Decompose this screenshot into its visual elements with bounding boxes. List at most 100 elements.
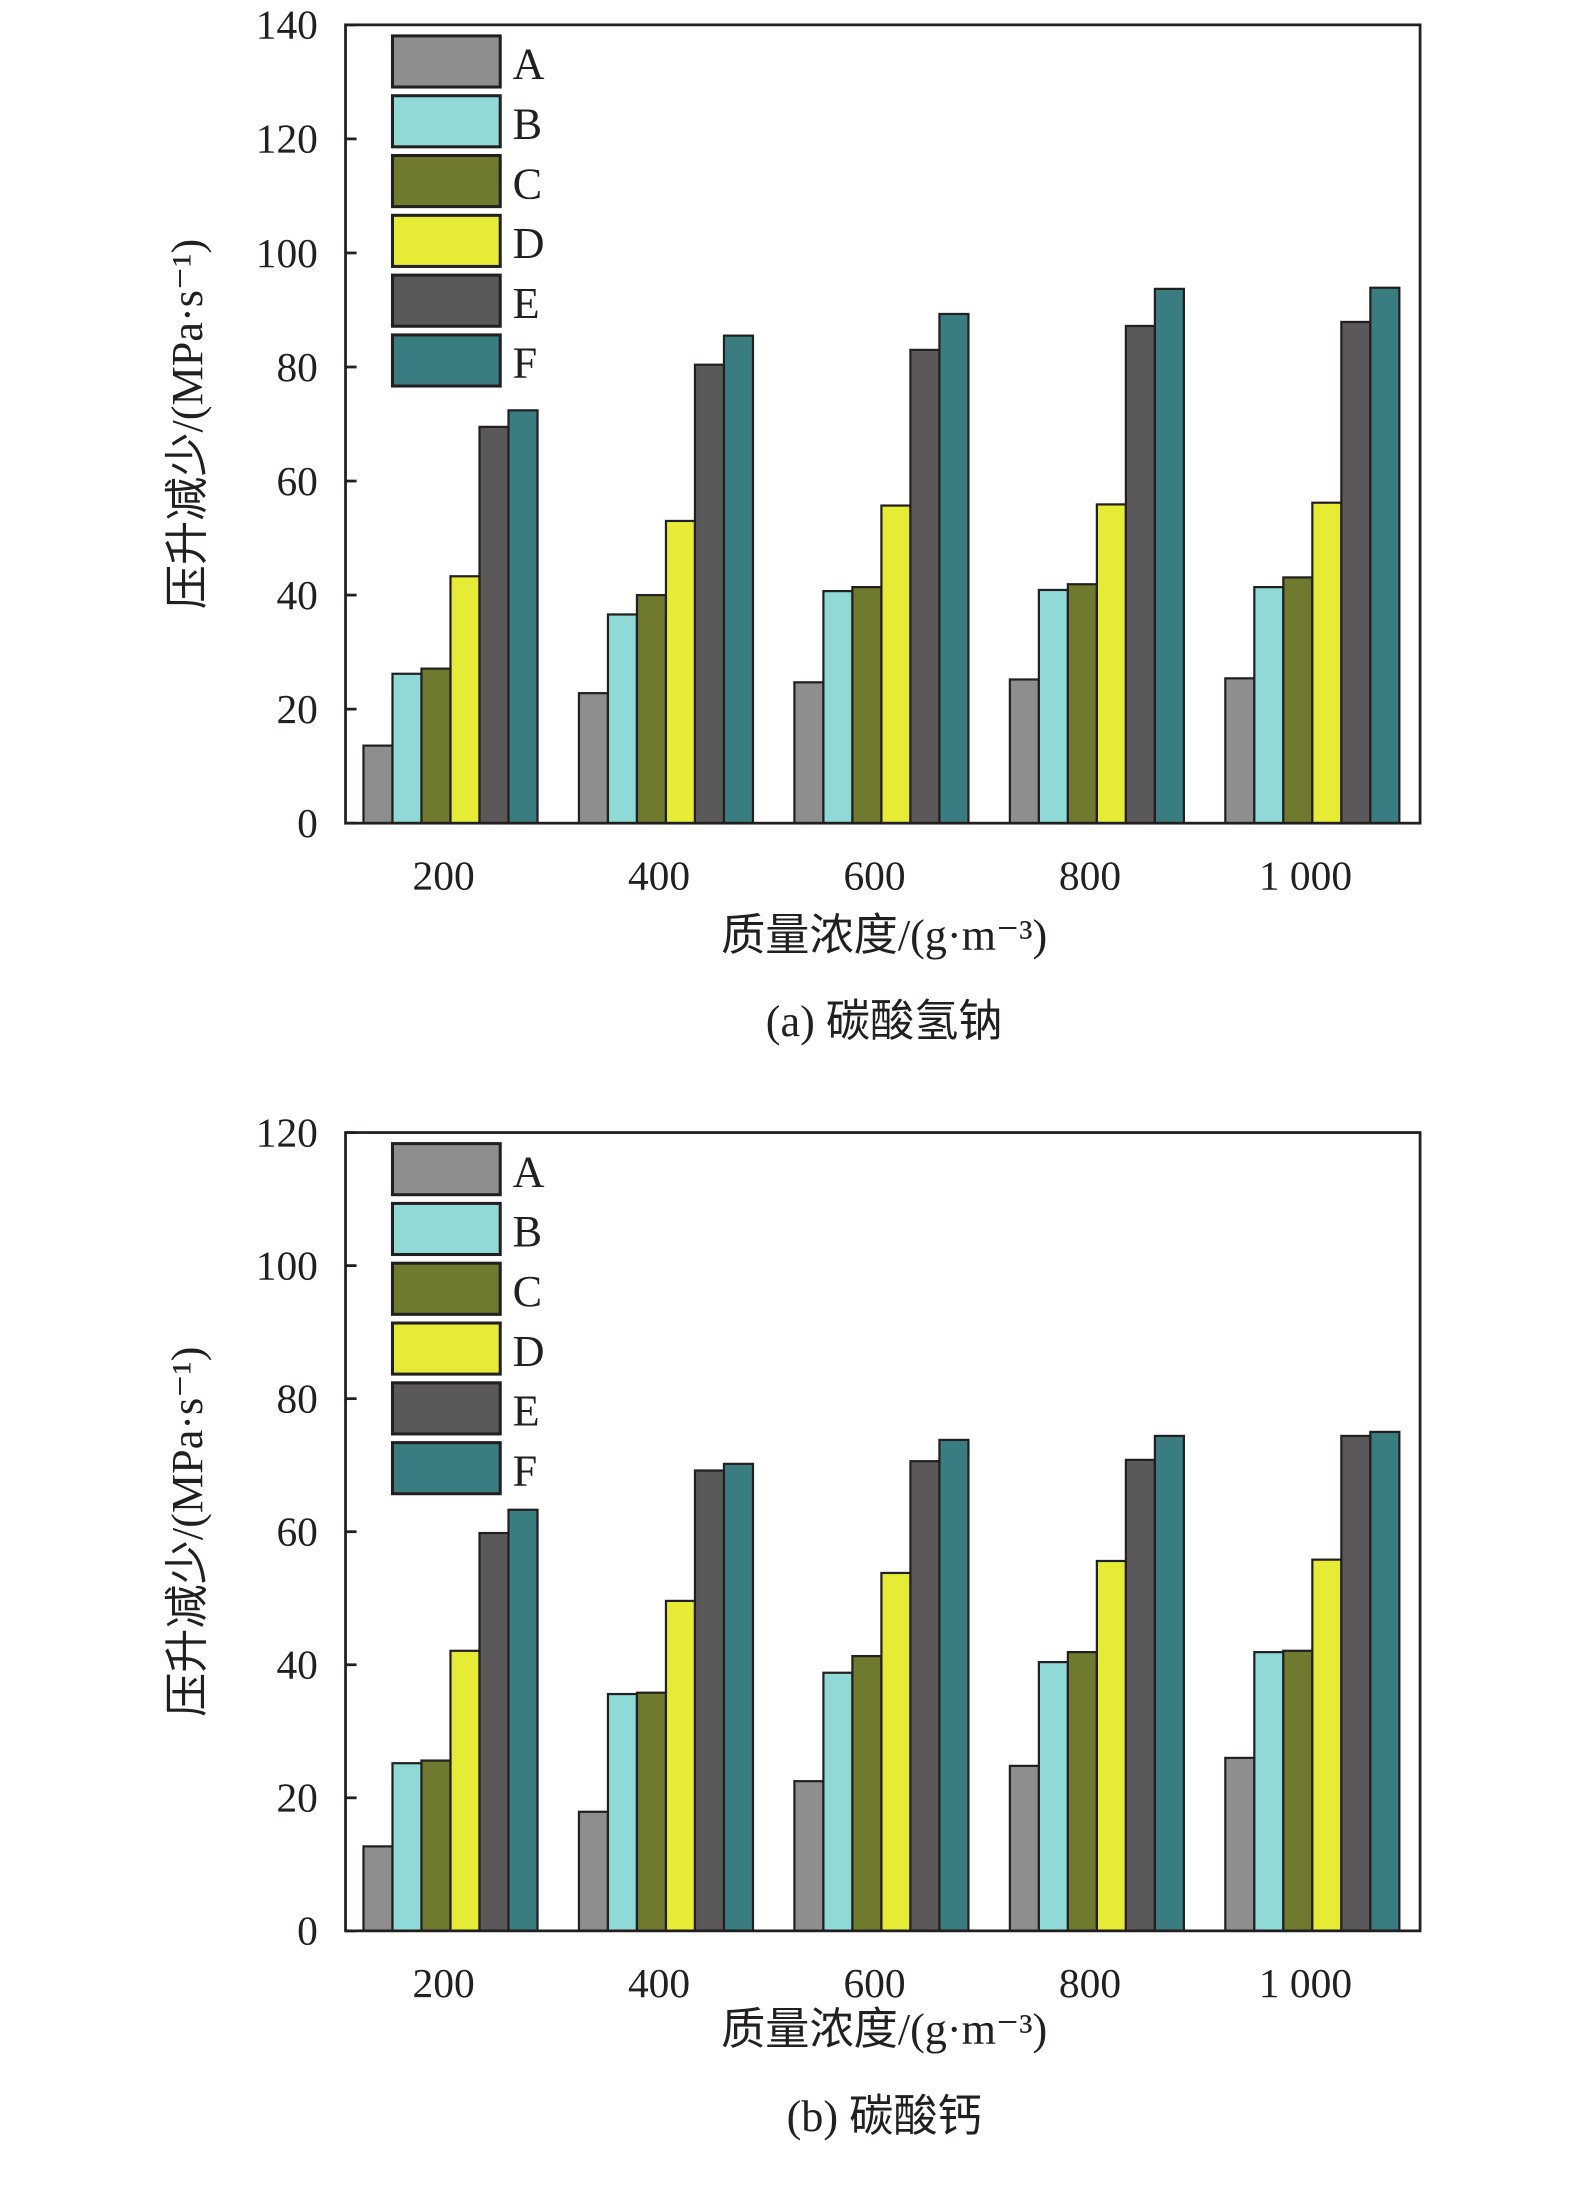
bar-B-200: [391, 672, 423, 825]
bar-D-800: [1095, 503, 1127, 825]
legend-label-B: B: [513, 1207, 542, 1256]
bar-A-400: [577, 692, 610, 825]
legend-label-E: E: [513, 1387, 540, 1436]
bar-E-400: [693, 363, 726, 825]
bar-C-800: [1066, 1651, 1098, 1932]
legend-swatch-C: [390, 1261, 502, 1316]
bar-E-1000: [1340, 320, 1372, 825]
bar-E-200: [478, 1531, 510, 1932]
chart-a: 0 20 40 60 80 100 120 140 200 400 600 800 1 000 质量浓度/…: [163, 2, 1422, 1046]
bar-E-600: [909, 348, 941, 825]
x-tick-label: 1 000: [1259, 1960, 1352, 2006]
bar-C-1000: [1282, 1649, 1314, 1932]
y-axis-title: 压升减少/(MPa·s⁻¹): [163, 239, 212, 609]
legend-swatch-B: [390, 1201, 502, 1257]
bar-B-800: [1037, 1660, 1069, 1932]
legend-swatch-F: [390, 1441, 502, 1496]
bar-E-1000: [1340, 1434, 1372, 1932]
x-tick-label: 1 000: [1259, 852, 1352, 898]
legend-swatch-A: [390, 1142, 502, 1197]
x-tick-label: 800: [1059, 1960, 1121, 2006]
bar-F-1000: [1369, 286, 1401, 825]
legend-label-F: F: [513, 339, 538, 388]
bar-A-800: [1008, 678, 1040, 825]
bar-C-400: [635, 1691, 668, 1932]
bar-A-200: [362, 1845, 394, 1932]
bar-E-800: [1124, 1458, 1156, 1932]
y-tick-label: 120: [256, 116, 318, 162]
bar-B-800: [1037, 588, 1069, 825]
bar-A-1000: [1224, 1756, 1256, 1932]
x-tick-label: 600: [843, 1960, 905, 2006]
bar-B-200: [391, 1762, 423, 1932]
x-tick-label: 200: [413, 1960, 475, 2006]
bar-E-200: [478, 425, 510, 825]
bar-D-600: [880, 1571, 912, 1932]
y-tick-label: 80: [276, 344, 317, 390]
legend-label-E: E: [513, 279, 540, 328]
y-axis-title: 压升减少/(MPa·s⁻¹): [163, 1346, 212, 1716]
legend-label-D: D: [513, 1327, 545, 1376]
bar-C-800: [1066, 583, 1098, 825]
legend-swatch-C: [390, 153, 502, 209]
bar-A-600: [793, 1780, 825, 1932]
bar-F-400: [722, 1462, 755, 1932]
x-tick-label: 200: [413, 852, 475, 898]
x-tick-label: 400: [628, 1960, 690, 2006]
y-tick-label: 60: [276, 458, 317, 504]
bar-D-200: [449, 575, 481, 825]
bar-D-600: [880, 504, 912, 825]
legend-swatch-D: [390, 1321, 502, 1376]
bar-D-1000: [1311, 501, 1343, 825]
bar-C-200: [420, 1759, 452, 1932]
x-tick-label: 400: [628, 852, 690, 898]
bar-F-800: [1153, 1434, 1185, 1932]
legend-swatch-E: [390, 273, 502, 328]
x-tick-label: 600: [843, 852, 905, 898]
legend-label-A: A: [513, 40, 545, 89]
legend-swatch-E: [390, 1381, 502, 1436]
y-tick-label: 100: [256, 230, 318, 276]
x-axis-title: 质量浓度/(g·m⁻³): [721, 2005, 1047, 2054]
plot-frame: [344, 23, 1422, 825]
bar-A-1000: [1224, 677, 1256, 825]
bar-B-600: [822, 589, 854, 825]
bar-D-200: [449, 1649, 481, 1932]
legend-label-D: D: [513, 219, 545, 268]
y-tick-label: 40: [276, 572, 317, 618]
legend-label-C: C: [513, 159, 542, 208]
bar-E-400: [693, 1469, 726, 1932]
y-tick-label: 60: [276, 1509, 317, 1555]
bar-D-400: [664, 519, 697, 825]
bar-E-600: [909, 1460, 941, 1932]
bar-F-400: [722, 334, 755, 825]
legend-label-C: C: [513, 1267, 542, 1316]
bar-B-400: [606, 613, 639, 825]
bar-D-1000: [1311, 1558, 1343, 1932]
caption: (b) 碳酸钙: [787, 2092, 982, 2141]
bar-C-400: [635, 593, 668, 825]
legend-label-B: B: [513, 100, 542, 149]
bar-F-600: [938, 1438, 970, 1932]
chart-b: 0 20 40 60 80 100 120 200 400 600 800 1 000 质量浓度/(g·…: [163, 1109, 1422, 2141]
bar-F-200: [507, 1508, 539, 1932]
bar-F-1000: [1369, 1430, 1401, 1932]
legend-swatch-A: [390, 34, 502, 89]
legend-swatch-B: [390, 94, 502, 149]
legend-swatch-F: [390, 333, 502, 388]
y-tick-label: 20: [276, 686, 317, 732]
bar-C-600: [851, 1655, 883, 1932]
y-tick-label: 120: [256, 1109, 318, 1155]
legend-swatch-D: [390, 213, 502, 268]
bar-A-800: [1008, 1764, 1040, 1932]
plot-frame: [344, 1131, 1422, 1933]
y-tick-label: 40: [276, 1642, 317, 1688]
bar-B-400: [606, 1692, 639, 1932]
bar-E-800: [1124, 324, 1156, 825]
bar-F-600: [938, 312, 970, 825]
y-tick-label: 0: [297, 800, 318, 846]
x-axis-title: 质量浓度/(g·m⁻³): [721, 911, 1047, 960]
